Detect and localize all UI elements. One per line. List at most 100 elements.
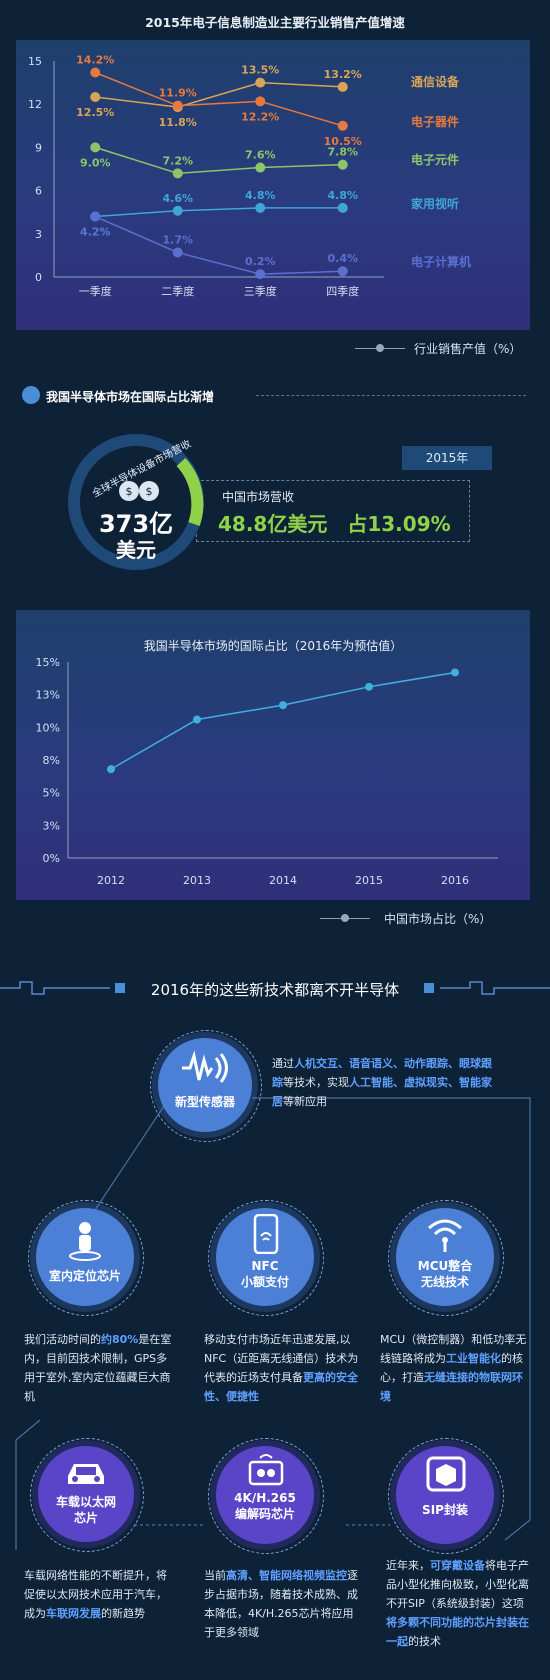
- chart1-point: [172, 247, 183, 258]
- chart1-title: 2015年电子信息制造业主要行业销售产值增速: [145, 15, 405, 30]
- sensor-node-ring: [150, 1030, 262, 1142]
- chart1-data-label: 13.2%: [324, 68, 362, 81]
- chart1-series-name: 电子元件: [411, 152, 459, 167]
- chart1-y-tick: 15: [28, 55, 42, 68]
- phone-nfc-icon: [253, 1214, 279, 1254]
- chart2-legend-marker: [341, 914, 349, 922]
- chart2-y-tick: 0%: [43, 852, 60, 865]
- chart2-x-tick: 2013: [183, 874, 211, 887]
- chart1-point: [337, 120, 348, 131]
- chart1-point: [255, 96, 266, 107]
- sip-node-ring: [388, 1438, 504, 1554]
- mcu-node-label: MCU整合 无线技术: [417, 1259, 473, 1289]
- video-node-label: 4K/H.265 编解码芯片: [234, 1491, 296, 1521]
- chart2-title: 我国半导体市场的国际占比（2016年为预估值）: [143, 639, 403, 653]
- chart1-data-label: 9.0%: [80, 156, 111, 169]
- sip-node: [396, 1446, 494, 1544]
- nfc-node-ring: [208, 1200, 324, 1316]
- chart1-data-label: 4.8%: [245, 189, 276, 202]
- chart1-point: [337, 202, 348, 213]
- chart1-data-label: 0.2%: [245, 255, 276, 268]
- chart1-x-tick: 二季度: [161, 284, 194, 298]
- section2-bullet: [22, 386, 40, 404]
- chart1-point: [337, 81, 348, 92]
- chart2-legend-label: 中国市场占比（%）: [384, 912, 492, 926]
- chart1-data-label: 12.5%: [76, 106, 114, 119]
- chart2-y-tick: 5%: [43, 787, 60, 800]
- section2-divider: [256, 395, 526, 396]
- revenue-ring: [68, 434, 204, 570]
- indoor-desc: 我们活动时间的约80%是在室内，目前因技术限制，GPS多用于室外,室内定位蕴藏巨…: [24, 1333, 172, 1403]
- chart2-y-tick: 10%: [36, 721, 60, 734]
- market-value: 48.8亿美元 占13.09%: [218, 512, 451, 536]
- chart1-series-name: 通信设备: [411, 74, 460, 89]
- chart1-point: [255, 162, 266, 173]
- chart1-point: [172, 205, 183, 216]
- chart1-data-label: 4.8%: [327, 189, 358, 202]
- chart1-series-line: [95, 207, 343, 218]
- chart2-y-tick: 15%: [36, 656, 60, 669]
- sensor-node: [158, 1038, 252, 1132]
- chart1-data-label: 11.9%: [159, 87, 197, 100]
- chart2-x-tick: 2016: [441, 874, 469, 887]
- chart1-data-label: 7.6%: [245, 149, 276, 162]
- chart1-data-label: 10.5%: [324, 135, 362, 148]
- mcu-node: [396, 1208, 494, 1306]
- chart1-point: [337, 266, 348, 277]
- ring-value-number: 373亿: [98, 510, 174, 538]
- chart1-series-line: [94, 215, 343, 275]
- chart2-series-line: [110, 671, 456, 770]
- car-node-label: 车载以太网 芯片: [55, 1495, 116, 1525]
- chart2-point: [193, 715, 201, 724]
- chart1-point: [337, 159, 348, 170]
- chart1-legend-label: 行业销售产值（%）: [414, 342, 522, 356]
- chart2-point: [451, 668, 459, 677]
- nfc-desc: 移动支付市场近年迅速发展,以NFC（近距离无线通信）技术为代表的近场支付具备更高…: [204, 1333, 359, 1403]
- person-location-icon: [69, 1222, 101, 1261]
- chart1-data-label: 4.2%: [80, 226, 111, 239]
- chart1-data-label: 11.8%: [159, 116, 197, 129]
- sensor-node-label: 新型传感器: [174, 1095, 235, 1109]
- video-player-icon: [248, 1454, 284, 1486]
- chart1-data-label: 7.8%: [327, 146, 358, 159]
- chart1-series-line: [94, 71, 343, 127]
- chart2-point: [107, 765, 115, 774]
- chart1-data-label: 0.4%: [327, 252, 358, 265]
- mcu-desc: MCU（微控制器）和低功率无线链路将成为工业智能化的核心，打造无缝连接的物联网环…: [380, 1333, 527, 1403]
- section3-title: 2016年的这些新技术都离不开半导体: [150, 981, 400, 999]
- chart1-y-tick: 0: [35, 271, 42, 284]
- chart1-series-name: 电子计算机: [411, 254, 471, 269]
- share-arc: [176, 457, 204, 526]
- chart1-panel: [16, 40, 530, 330]
- chart2-x-tick: 2015: [355, 874, 383, 887]
- car-node: [38, 1446, 134, 1542]
- chart1-data-label: 14.2%: [76, 54, 114, 67]
- sensor-wave-icon: [182, 1050, 228, 1083]
- year-tag: 2015年: [402, 446, 492, 470]
- chart2-y-tick: 8%: [43, 754, 60, 767]
- chart1-y-tick: 6: [35, 185, 42, 198]
- car-desc: 车载网络性能的不断提升，将促使以太网技术应用于汽车，成为车联网发展的新趋势: [24, 1569, 167, 1620]
- section2-title: 我国半导体市场在国际占比渐增: [46, 390, 215, 404]
- chart1-plot: 0 3 6 9 12 15 一季度 二季度 三季度 四季度 12.5% 11.8% 13.5% 13.2%…: [28, 54, 471, 298]
- chart2-x-tick: 2014: [269, 874, 297, 887]
- chart1-point: [90, 211, 101, 222]
- chart1-point: [255, 77, 266, 88]
- chart1-data-label: 13.5%: [241, 64, 279, 77]
- chart1-series-name: 家用视听: [411, 196, 459, 211]
- nfc-node: [216, 1208, 314, 1306]
- mcu-node-ring: [388, 1200, 504, 1316]
- sip-node-label: SIP封装: [422, 1503, 468, 1517]
- chart2-y-tick: 13%: [36, 689, 60, 702]
- chart1-y-tick: 12: [28, 98, 42, 111]
- sip-desc: 近年来，可穿戴设备将电子产品小型化推向极致，小型化离不开SIP（系统级封装）这项…: [386, 1559, 529, 1648]
- chart1-y-tick: 3: [35, 228, 42, 241]
- market-label: 中国市场营收: [222, 490, 295, 504]
- chart1-x-tick: 四季度: [326, 284, 359, 298]
- video-desc: 当前高清、智能网络视频监控逐步占据市场，随着技术成熟、成本降低，4K/H.265…: [204, 1569, 358, 1639]
- chart1-y-tick: 9: [35, 141, 42, 154]
- chart2-y-tick: 3%: [43, 819, 60, 832]
- chart2-plot: 0% 3% 5% 8% 10% 13% 15% 2012 2013 2014 2015 2016: [36, 656, 498, 887]
- chart2-point: [279, 701, 287, 710]
- chart1-series-line: [95, 146, 343, 175]
